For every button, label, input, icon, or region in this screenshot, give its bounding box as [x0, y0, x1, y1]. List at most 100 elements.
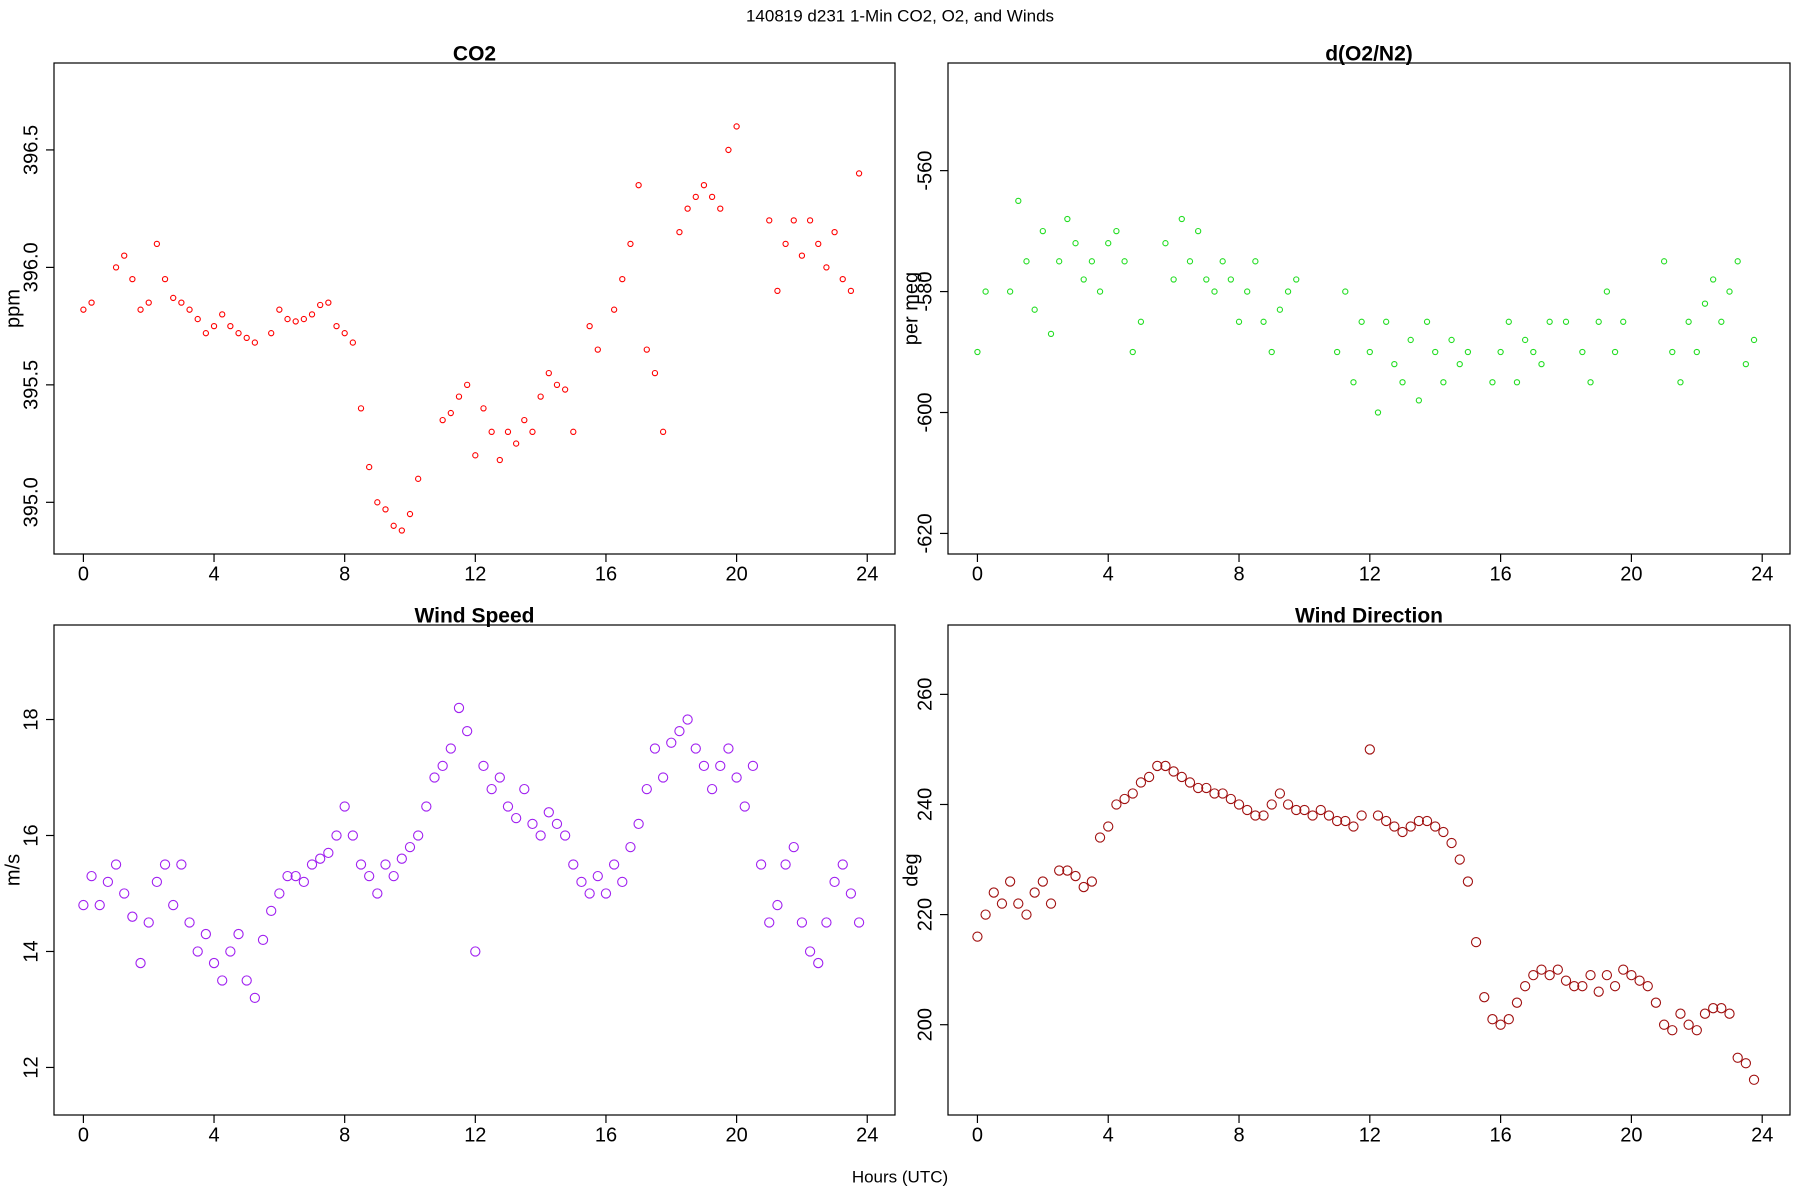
data-point	[110, 859, 122, 870]
data-point	[170, 294, 177, 302]
y-tick-label: 200	[914, 1008, 936, 1041]
data-point	[1489, 379, 1496, 386]
x-tick-label: 4	[1103, 1124, 1114, 1146]
data-point	[274, 888, 285, 899]
data-point	[1701, 300, 1709, 307]
data-point	[1726, 288, 1733, 295]
data-point	[1710, 276, 1717, 283]
data-point	[1162, 240, 1169, 247]
data-point	[1111, 799, 1122, 810]
data-point	[619, 275, 626, 283]
data-point	[121, 252, 128, 259]
data-point	[382, 506, 389, 513]
data-point	[837, 859, 848, 870]
data-point	[1389, 821, 1400, 832]
data-point	[1585, 970, 1596, 981]
data-point	[1519, 981, 1531, 992]
data-point	[1595, 318, 1602, 325]
data-point	[217, 975, 228, 986]
data-point	[341, 330, 348, 337]
data-point	[1562, 318, 1570, 325]
data-point	[1037, 876, 1048, 887]
data-point	[635, 182, 642, 189]
data-point	[847, 287, 855, 295]
data-point	[1634, 975, 1645, 986]
y-tick-label: 395.0	[20, 477, 42, 527]
data-point	[137, 306, 144, 313]
data-point	[178, 299, 185, 306]
data-point	[1513, 379, 1521, 386]
data-point	[813, 957, 824, 969]
data-point	[257, 934, 269, 946]
data-point	[1029, 887, 1040, 898]
data-point	[755, 859, 767, 870]
data-point	[1194, 227, 1202, 235]
data-point	[676, 228, 683, 236]
data-point	[233, 928, 244, 940]
plot-frame	[53, 624, 896, 1116]
data-point	[1740, 1058, 1752, 1069]
data-point	[1358, 318, 1365, 325]
data-point	[1315, 804, 1326, 816]
data-point	[366, 463, 373, 471]
data-point	[308, 311, 316, 318]
data-point	[568, 859, 579, 870]
data-point	[1464, 348, 1472, 356]
data-point	[1505, 318, 1512, 325]
data-point	[1430, 821, 1441, 832]
data-point	[413, 830, 424, 841]
data-point	[553, 381, 561, 389]
data-point	[649, 743, 661, 754]
data-point	[331, 830, 342, 841]
data-point	[388, 870, 399, 882]
data-point	[698, 760, 710, 772]
data-point	[208, 957, 220, 969]
data-point	[470, 946, 481, 957]
data-point	[545, 369, 552, 377]
data-point	[1004, 876, 1016, 887]
x-tick-label: 8	[1233, 563, 1244, 585]
data-point	[1350, 379, 1357, 386]
data-point	[161, 275, 169, 283]
data-point	[798, 252, 806, 259]
data-point	[1479, 992, 1490, 1003]
data-point	[1242, 804, 1253, 816]
data-point	[1440, 379, 1447, 386]
x-tick-label: 4	[1103, 563, 1114, 585]
data-point	[1685, 318, 1692, 325]
data-point	[1415, 397, 1423, 404]
data-point	[1407, 336, 1414, 344]
data-point	[1080, 276, 1087, 283]
data-point	[1291, 804, 1302, 816]
data-point	[1511, 997, 1523, 1008]
data-point	[586, 322, 593, 330]
y-tick-label: 16	[20, 824, 42, 846]
data-point	[806, 217, 814, 224]
data-point	[666, 737, 677, 748]
data-point	[690, 743, 701, 754]
x-tick-label: 12	[464, 1124, 486, 1146]
data-point	[1521, 336, 1529, 344]
data-point	[1192, 782, 1204, 794]
data-point	[94, 899, 105, 911]
data-point	[1045, 898, 1057, 909]
y-tick-label: 240	[914, 788, 936, 821]
data-point	[543, 807, 554, 818]
data-point	[659, 428, 667, 435]
data-point	[504, 428, 512, 435]
data-point	[284, 315, 291, 323]
data-point	[1013, 898, 1024, 909]
data-point	[1538, 360, 1545, 368]
data-point	[192, 946, 203, 957]
data-point	[974, 348, 981, 356]
data-point	[1184, 777, 1196, 788]
data-point	[439, 416, 446, 424]
data-point	[241, 975, 252, 986]
data-point	[1168, 766, 1179, 777]
data-point	[1039, 227, 1046, 235]
data-point	[535, 830, 546, 841]
data-point	[455, 393, 463, 400]
data-point	[339, 801, 350, 812]
data-point	[1609, 981, 1621, 992]
data-point	[1113, 227, 1120, 235]
